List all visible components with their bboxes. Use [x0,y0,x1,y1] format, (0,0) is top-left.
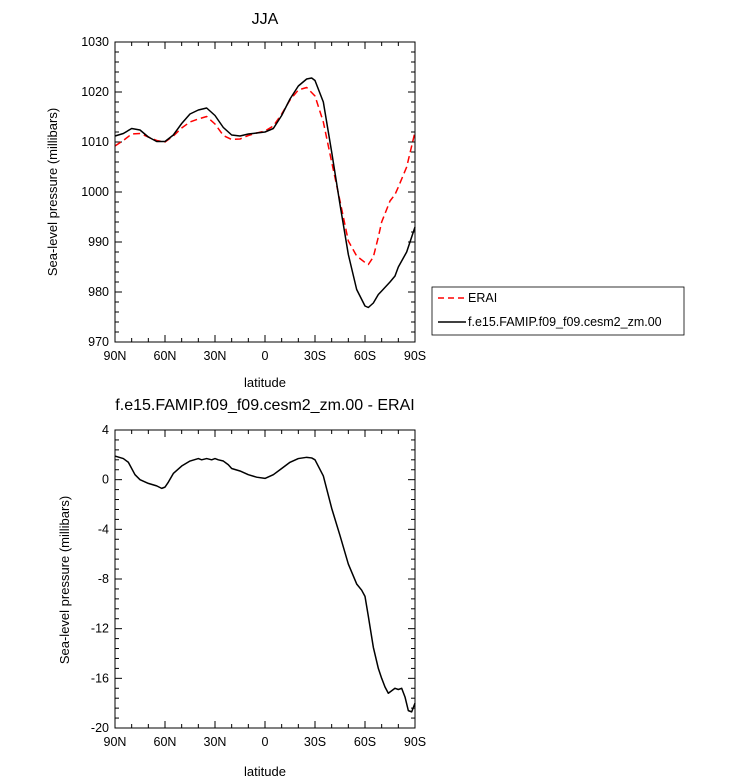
bottom-y-tick-label: -4 [98,522,109,536]
bottom-series-line-difference [114,455,416,713]
bottom-x-tick-label: 60N [154,735,177,749]
top-x-tick-label: 90N [104,349,127,363]
top-panel: JJA Sea-level pressure (millibars) latit… [45,11,426,390]
top-series-line-erai [114,86,416,266]
top-plot-frame [114,41,416,343]
top-y-tick-label: 1020 [81,85,109,99]
bottom-x-tick-label: 0 [262,735,269,749]
top-y-tick-label: 980 [88,285,109,299]
top-plot-lines [114,77,416,309]
legend-erai-label: ERAI [468,291,497,305]
top-y-axis-label: Sea-level pressure (millibars) [45,108,60,276]
top-x-tick-label: 0 [262,349,269,363]
bottom-x-axis-label: latitude [244,764,286,779]
bottom-x-tick-label: 90S [404,735,426,749]
bottom-y-tick-label: -12 [91,622,109,636]
bottom-axis-ticks: 90N 60N 30N 0 30S 60S 90S -20 -16 -12 -8 -4 0 4 [91,423,426,749]
bottom-y-tick-label: 0 [102,473,109,487]
bottom-plot-lines [114,455,416,713]
top-y-tick-label: 1000 [81,185,109,199]
bottom-panel: f.e15.FAMIP.f09_f09.cesm2_zm.00 - ERAI S… [57,397,426,779]
top-series-line-f-e15-famip-f09-f09-cesm2-zm-00 [114,77,416,309]
top-y-tick-label: 970 [88,335,109,349]
bottom-y-tick-label: 4 [102,423,109,437]
top-x-axis-label: latitude [244,375,286,390]
top-x-tick-label: 30S [304,349,326,363]
bottom-x-tick-label: 30N [204,735,227,749]
legend-box [431,286,685,336]
bottom-y-tick-label: -20 [91,721,109,735]
top-x-tick-label: 60S [354,349,376,363]
bottom-chart-title: f.e15.FAMIP.f09_f09.cesm2_zm.00 - ERAI [115,397,414,414]
legend-cesm2-label: f.e15.FAMIP.f09_f09.cesm2_zm.00 [468,315,662,329]
top-x-tick-label: 90S [404,349,426,363]
top-y-tick-label: 1030 [81,35,109,49]
bottom-x-tick-label: 60S [354,735,376,749]
bottom-y-tick-label: -8 [98,572,109,586]
bottom-x-tick-label: 90N [104,735,127,749]
top-x-tick-label: 60N [154,349,177,363]
top-axis-ticks: 90N 60N 30N 0 30S 60S 90S 970 980 990 1000 1010 1020… [81,35,426,363]
bottom-plot-frame [114,429,416,729]
bottom-x-tick-label: 30S [304,735,326,749]
top-x-tick-label: 30N [204,349,227,363]
top-chart-title: JJA [252,11,279,28]
top-y-tick-label: 1010 [81,135,109,149]
legend: ERAI f.e15.FAMIP.f09_f09.cesm2_zm.00 [431,286,685,336]
bottom-y-tick-label: -16 [91,671,109,685]
top-y-tick-label: 990 [88,235,109,249]
bottom-y-axis-label: Sea-level pressure (millibars) [57,496,72,664]
